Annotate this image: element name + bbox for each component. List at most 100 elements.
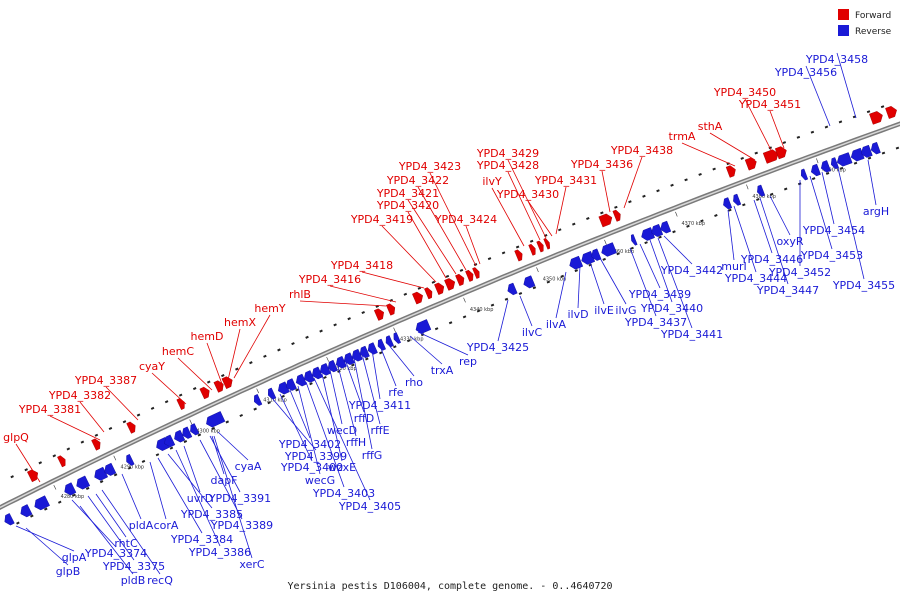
label-leader-line: [175, 449, 221, 547]
track-marker: [431, 280, 436, 284]
reverse-gene-arrow: [174, 429, 186, 443]
track-marker: [263, 354, 267, 358]
reverse-gene-arrow: [343, 352, 355, 365]
track-marker: [85, 486, 90, 491]
track-marker: [616, 252, 620, 256]
label-leader-line: [49, 415, 101, 441]
label-leader-line: [387, 343, 415, 377]
scale-tick: [393, 327, 396, 333]
track-marker: [379, 351, 383, 355]
scale-tick-label: 4280 kbp: [61, 494, 85, 500]
label-leader-line: [805, 65, 831, 127]
reverse-gene-arrow: [4, 513, 15, 526]
track-marker: [267, 401, 271, 405]
track-marker: [740, 156, 744, 160]
track-marker: [811, 177, 816, 181]
label-leader-line: [759, 197, 789, 285]
gene-label-hemc: hemC: [162, 345, 194, 358]
track-marker: [323, 375, 327, 380]
gene-label-ilvy: ilvY: [482, 175, 502, 188]
gene-label-ypd4-3385: YPD4_3385: [180, 508, 243, 521]
scale-tick: [536, 267, 539, 273]
label-leader-line: [183, 445, 201, 493]
legend-forward-swatch: [838, 9, 849, 20]
track-marker: [459, 268, 464, 272]
reverse-gene-arrow: [641, 227, 655, 241]
track-marker: [712, 167, 716, 171]
gene-label-ypd4-3375: YPD4_3375: [102, 560, 165, 573]
gene-label-ypd4-3386: YPD4_3386: [188, 546, 251, 559]
label-leader-line: [15, 525, 75, 552]
track-marker: [392, 345, 397, 349]
reverse-gene-arrow: [206, 411, 226, 428]
label-leader-line: [821, 171, 835, 225]
gene-label-ypd4-3451: YPD4_3451: [738, 98, 801, 111]
track-marker: [574, 269, 579, 273]
reverse-gene-arrow: [801, 168, 809, 181]
reverse-gene-arrow: [507, 282, 518, 296]
gene-label-plda: pldA: [129, 519, 154, 532]
gene-label-rep: rep: [459, 355, 477, 368]
track-marker: [714, 214, 718, 217]
label-leader-line: [279, 393, 313, 462]
gene-label-glpq: glpQ: [3, 431, 29, 444]
gene-label-trma: trmA: [669, 130, 696, 143]
gene-label-ypd4-3440: YPD4_3440: [640, 302, 703, 315]
forward-gene-arrow: [472, 267, 480, 279]
gene-label-ypd4-3400: YPD4_3400: [280, 461, 343, 474]
gene-label-ypd4-3405: YPD4_3405: [338, 500, 401, 513]
track-marker: [700, 219, 704, 223]
label-leader-line: [657, 237, 693, 329]
gene-label-ypd4-3439: YPD4_3439: [628, 288, 691, 301]
forward-gene-arrow: [536, 240, 544, 253]
track-marker: [754, 151, 759, 155]
scale-tick-label: 4320 kbp: [333, 366, 357, 372]
reverse-gene-arrow: [385, 335, 394, 348]
scale-tick: [256, 388, 260, 394]
gene-label-xerc: xerC: [239, 558, 264, 571]
gene-label-rffg: rffG: [362, 449, 383, 462]
gene-label-pldb: pldB: [121, 574, 146, 587]
gene-label-ypd4-3381: YPD4_3381: [18, 403, 81, 416]
gene-label-dapf: dapF: [210, 474, 237, 487]
forward-gene-arrow: [514, 249, 523, 262]
reverse-gene-arrow: [810, 163, 821, 177]
label-leader-line: [491, 187, 525, 247]
label-leader-line: [121, 473, 142, 520]
track-marker: [670, 183, 674, 187]
label-leader-line: [289, 389, 311, 439]
track-marker: [44, 507, 48, 511]
track-marker: [684, 178, 688, 182]
track-marker: [614, 205, 618, 209]
scale-tick-label: 4390 kbp: [822, 168, 846, 174]
label-leader-line: [867, 159, 877, 206]
label-leader-line: [769, 110, 785, 149]
gene-label-ypd4-3452: YPD4_3452: [768, 266, 831, 279]
gene-label-ypd4-3438: YPD4_3438: [610, 144, 673, 157]
reverse-gene-arrow: [94, 466, 109, 481]
gene-label-ypd4-3453: YPD4_3453: [800, 249, 863, 262]
track-marker: [448, 321, 453, 325]
label-leader-line: [589, 261, 605, 305]
track-marker: [333, 323, 337, 327]
label-leader-line: [151, 372, 187, 405]
reverse-gene-arrow: [335, 355, 347, 369]
legend-forward-label: Forward: [855, 11, 891, 21]
gene-label-rffe: rffE: [370, 424, 389, 437]
track-marker: [347, 317, 351, 321]
forward-gene-arrow: [412, 291, 423, 305]
track-marker: [642, 194, 646, 198]
track-marker: [838, 120, 843, 124]
track-marker: [295, 388, 299, 392]
track-marker: [557, 228, 562, 232]
track-markers: [10, 105, 900, 525]
track-marker: [38, 461, 43, 465]
gene-label-oxyr: oxyR: [776, 235, 803, 248]
track-marker: [532, 286, 537, 290]
scale-tick-label: 4370 kbp: [681, 221, 705, 227]
label-leader-line: [87, 495, 135, 561]
gene-label-rhlb: rhlB: [289, 288, 311, 301]
gene-label-hemy: hemY: [254, 302, 285, 315]
track-marker: [462, 315, 467, 319]
track-marker: [546, 280, 551, 284]
